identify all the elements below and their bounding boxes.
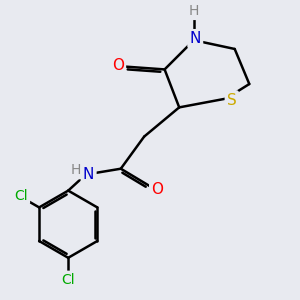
Text: Cl: Cl	[14, 189, 28, 202]
Text: H: H	[189, 4, 199, 18]
Text: O: O	[112, 58, 124, 73]
Text: O: O	[151, 182, 163, 197]
Text: H: H	[70, 163, 81, 177]
Text: N: N	[190, 31, 201, 46]
Text: S: S	[227, 93, 237, 108]
Text: Cl: Cl	[61, 273, 75, 287]
Text: N: N	[83, 167, 94, 182]
